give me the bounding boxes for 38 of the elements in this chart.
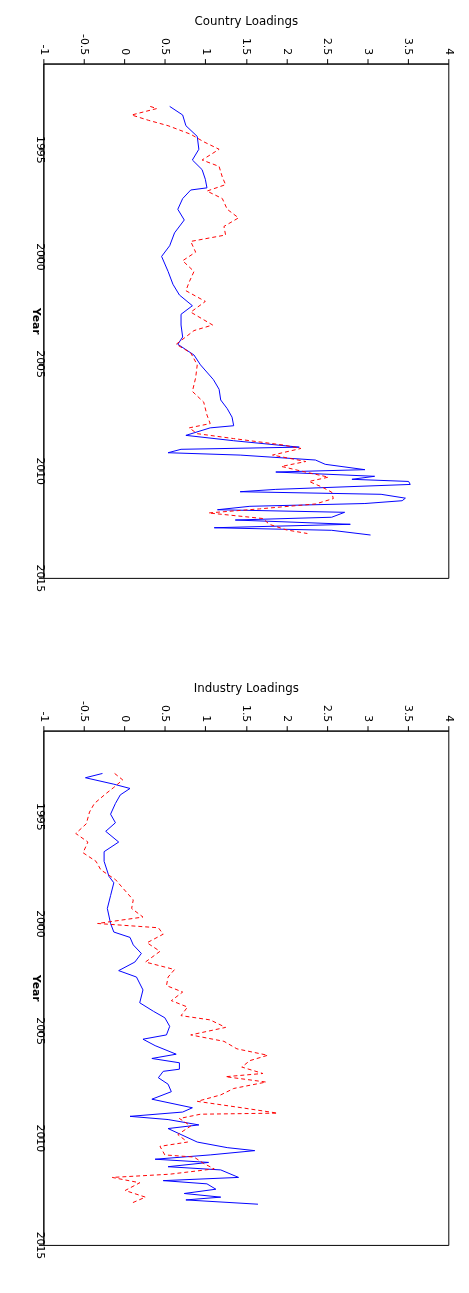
x-tick-label: 1.5	[240, 704, 254, 723]
y-tick-label: 1995	[33, 135, 47, 164]
y-tick-label: 2005	[33, 1017, 47, 1045]
y-tick-label: 2010	[33, 457, 47, 486]
x-tick-label: 4	[442, 48, 456, 56]
x-tick-label: 3.5	[402, 37, 416, 56]
x-tick-label: 4	[442, 715, 456, 723]
x-tick-label: 3	[361, 715, 375, 723]
x-tick-label: 3.5	[402, 704, 416, 723]
y-axis-title: Year	[30, 973, 44, 1003]
x-tick-label: -0.5	[78, 34, 92, 56]
y-tick-label: 1995	[33, 803, 47, 831]
y-tick-label: 2000	[33, 243, 47, 271]
y-tick-label: 2015	[33, 1231, 47, 1260]
x-axis-title: Industry Loadings	[193, 681, 299, 696]
y-tick-label: 2010	[33, 1124, 47, 1153]
x-tick-label: 0	[118, 715, 132, 723]
x-tick-label: 1.5	[240, 37, 254, 56]
x-tick-label: 0	[118, 48, 132, 56]
y-tick-label: 2000	[33, 910, 47, 938]
x-tick-label: 2.5	[321, 704, 335, 723]
line-series	[131, 105, 334, 535]
x-tick-label: -1	[37, 711, 51, 723]
y-tick-label: 2015	[33, 564, 47, 593]
x-tick-label: 1	[199, 48, 213, 56]
x-tick-label: -1	[37, 44, 51, 56]
x-tick-label: -0.5	[78, 701, 92, 723]
x-tick-label: 2	[280, 715, 294, 723]
x-tick-label: 1	[199, 715, 213, 723]
x-tick-label: 0.5	[159, 37, 173, 56]
line-series	[161, 105, 411, 536]
x-tick-label: 2	[280, 48, 294, 56]
x-tick-label: 3	[361, 48, 375, 56]
x-axis-title: Country Loadings	[194, 14, 299, 29]
y-tick-label: 2005	[33, 350, 47, 378]
x-tick-label: 0.5	[159, 704, 173, 723]
x-tick-label: 2.5	[321, 37, 335, 56]
y-axis-title: Year	[30, 306, 44, 336]
